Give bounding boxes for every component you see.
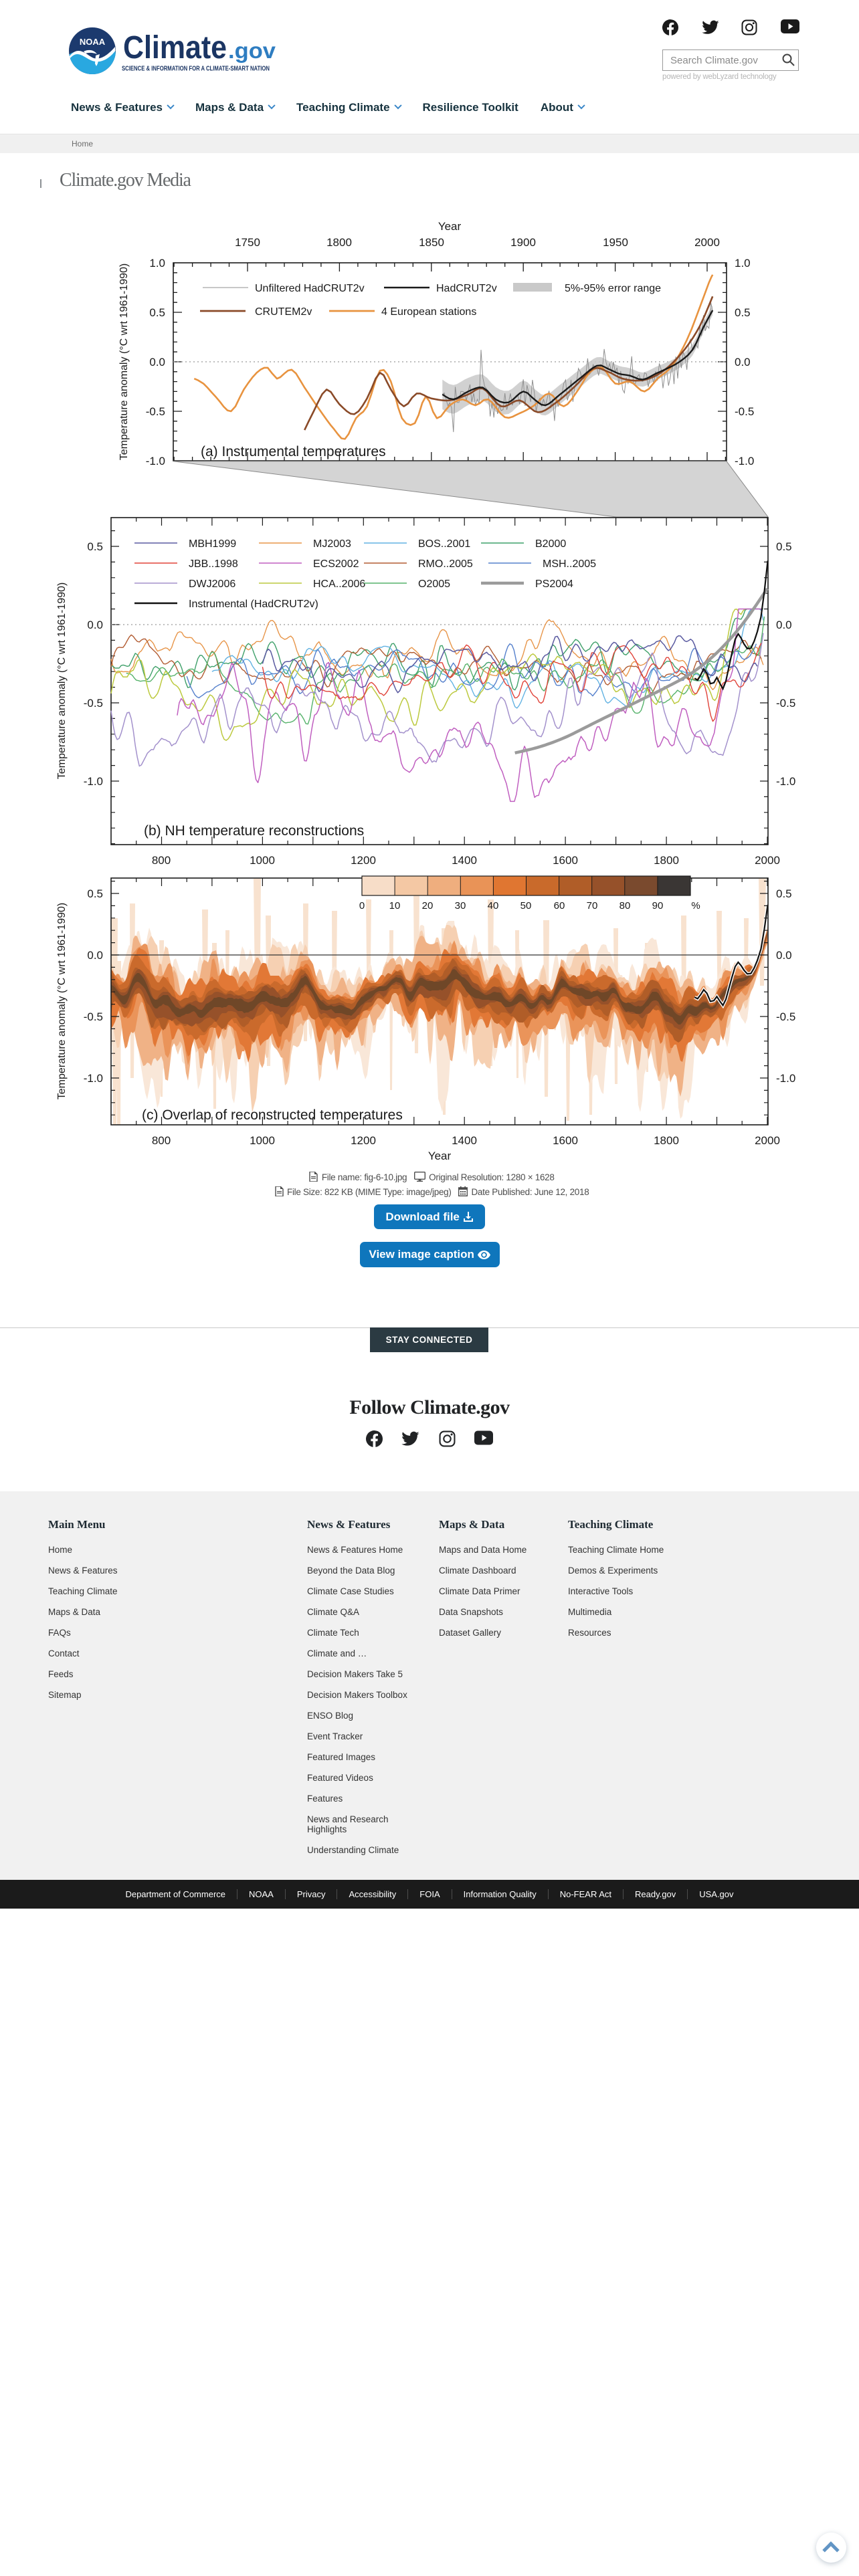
svg-text:0.0: 0.0 <box>87 949 103 962</box>
svg-text:HCA..2006: HCA..2006 <box>313 578 365 590</box>
svg-text:1800: 1800 <box>654 854 679 867</box>
svg-text:5%-95% error range: 5%-95% error range <box>565 283 661 294</box>
svg-text:2000: 2000 <box>755 854 780 867</box>
svg-text:1400: 1400 <box>452 854 477 867</box>
svg-text:0.0: 0.0 <box>776 949 792 962</box>
svg-text:1.0: 1.0 <box>149 257 165 270</box>
svg-text:BOS..2001: BOS..2001 <box>418 538 470 550</box>
svg-text:0.0: 0.0 <box>87 619 103 631</box>
svg-text:1950: 1950 <box>603 236 628 249</box>
svg-text:Year: Year <box>438 220 462 233</box>
svg-text:%: % <box>691 900 700 911</box>
svg-text:4 European stations: 4 European stations <box>381 306 476 318</box>
svg-text:30: 30 <box>455 900 466 911</box>
svg-text:1.0: 1.0 <box>735 257 751 270</box>
svg-text:PS2004: PS2004 <box>535 578 573 590</box>
svg-text:1400: 1400 <box>452 1134 477 1147</box>
svg-text:90: 90 <box>652 900 664 911</box>
svg-text:1750: 1750 <box>235 236 260 249</box>
svg-text:Year: Year <box>428 1150 452 1162</box>
svg-text:0.5: 0.5 <box>776 887 792 900</box>
svg-text:DWJ2006: DWJ2006 <box>189 578 235 590</box>
svg-text:2000: 2000 <box>694 236 720 249</box>
svg-text:ECS2002: ECS2002 <box>313 558 359 570</box>
svg-text:B2000: B2000 <box>535 538 566 550</box>
svg-text:40: 40 <box>488 900 499 911</box>
svg-text:.gov: .gov <box>228 38 276 63</box>
svg-text:0: 0 <box>359 900 365 911</box>
svg-text:-0.5: -0.5 <box>146 405 165 418</box>
svg-text:800: 800 <box>152 854 171 867</box>
svg-text:0.5: 0.5 <box>87 540 103 553</box>
svg-text:0.0: 0.0 <box>149 356 165 368</box>
svg-text:-1.0: -1.0 <box>776 775 795 788</box>
svg-text:1900: 1900 <box>510 236 536 249</box>
svg-text:(c) Overlap of reconstructed t: (c) Overlap of reconstructed temperature… <box>142 1107 403 1123</box>
svg-text:MBH1999: MBH1999 <box>189 538 236 550</box>
svg-text:Unfiltered HadCRUT2v: Unfiltered HadCRUT2v <box>255 283 365 294</box>
svg-text:60: 60 <box>554 900 565 911</box>
svg-text:0.5: 0.5 <box>87 887 103 900</box>
svg-text:70: 70 <box>587 900 598 911</box>
svg-text:Temperature anomaly (°C wrt 1: Temperature anomaly (°C wrt 1961-1990) <box>56 903 68 1100</box>
svg-text:1200: 1200 <box>351 854 376 867</box>
svg-text:0.0: 0.0 <box>776 619 792 631</box>
svg-text:0.5: 0.5 <box>735 306 751 319</box>
svg-text:-1.0: -1.0 <box>84 775 103 788</box>
svg-text:20: 20 <box>422 900 434 911</box>
svg-text:RMO..2005: RMO..2005 <box>418 558 473 570</box>
svg-text:1600: 1600 <box>553 1134 578 1147</box>
svg-text:Temperature anomaly (°C wrt 1: Temperature anomaly (°C wrt 1961-1990) <box>56 582 68 780</box>
svg-text:MJ2003: MJ2003 <box>313 538 351 550</box>
svg-text:-1.0: -1.0 <box>776 1072 795 1085</box>
svg-text:1800: 1800 <box>326 236 352 249</box>
svg-text:(b) NH temperature reconstruct: (b) NH temperature reconstructions <box>144 823 364 839</box>
svg-text:NOAA: NOAA <box>80 37 106 47</box>
svg-text:1000: 1000 <box>250 854 275 867</box>
svg-text:-0.5: -0.5 <box>84 1010 103 1023</box>
svg-text:1200: 1200 <box>351 1134 376 1147</box>
svg-text:1000: 1000 <box>250 1134 275 1147</box>
svg-text:0.5: 0.5 <box>776 540 792 553</box>
svg-text:-0.5: -0.5 <box>776 697 795 710</box>
svg-text:-1.0: -1.0 <box>735 455 754 467</box>
svg-text:2000: 2000 <box>755 1134 780 1147</box>
svg-text:(a) Instrumental temperatures: (a) Instrumental temperatures <box>201 444 386 459</box>
svg-text:50: 50 <box>520 900 532 911</box>
svg-text:HadCRUT2v: HadCRUT2v <box>436 283 497 294</box>
svg-text:10: 10 <box>389 900 401 911</box>
svg-text:CRUTEM2v: CRUTEM2v <box>255 306 312 318</box>
svg-text:Instrumental (HadCRUT2v): Instrumental (HadCRUT2v) <box>189 599 318 610</box>
svg-text:1800: 1800 <box>654 1134 679 1147</box>
svg-text:MSH..2005: MSH..2005 <box>543 558 596 570</box>
svg-text:O2005: O2005 <box>418 578 450 590</box>
svg-text:1600: 1600 <box>553 854 578 867</box>
svg-text:800: 800 <box>152 1134 171 1147</box>
svg-text:-1.0: -1.0 <box>84 1072 103 1085</box>
svg-text:0.0: 0.0 <box>735 356 751 368</box>
svg-text:SCIENCE & INFORMATION FOR A CL: SCIENCE & INFORMATION FOR A CLIMATE-SMAR… <box>122 66 270 73</box>
svg-text:-1.0: -1.0 <box>146 455 165 467</box>
svg-text:JBB..1998: JBB..1998 <box>189 558 238 570</box>
svg-text:80: 80 <box>619 900 631 911</box>
svg-text:Temperature anomaly (°C wrt 1: Temperature anomaly (°C wrt 1961-1990) <box>118 263 130 461</box>
svg-text:-0.5: -0.5 <box>776 1010 795 1023</box>
svg-text:0.5: 0.5 <box>149 306 165 319</box>
svg-text:1850: 1850 <box>419 236 444 249</box>
svg-text:Climate: Climate <box>123 30 227 66</box>
svg-text:-0.5: -0.5 <box>84 697 103 710</box>
svg-text:-0.5: -0.5 <box>735 405 754 418</box>
